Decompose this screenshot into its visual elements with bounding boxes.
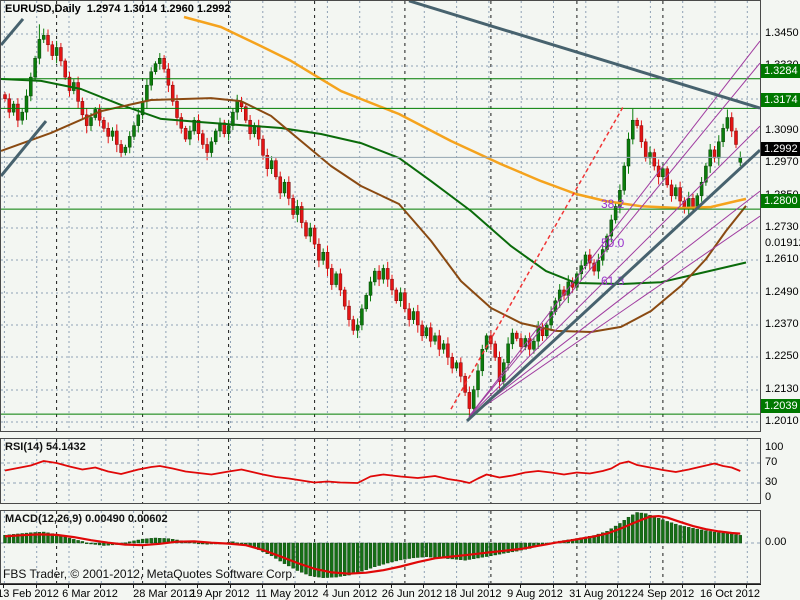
rsi-chart-surface[interactable] [1, 439, 760, 503]
time-axis-tick [681, 585, 683, 588]
current-price-badge: 1.2992 [761, 142, 800, 156]
date-label: 9 Aug 2012 [507, 588, 563, 600]
time-axis-tick [164, 585, 166, 588]
time-axis[interactable]: 13 Feb 2012 6 Mar 2012 28 Mar 2012 19 Apr 2… [0, 584, 761, 600]
date-label: 24 Sep 2012 [631, 588, 695, 600]
date-label: 4 Jun 2012 [322, 588, 378, 600]
time-axis-tick [649, 585, 651, 588]
panel-divider-1[interactable] [0, 432, 761, 438]
time-axis-tick [520, 585, 522, 588]
fibo-label-50.0: 50.0 [601, 236, 625, 250]
left-lower-segment [1, 120, 48, 177]
level-badge-1.2039: 1.2039 [761, 399, 800, 413]
descending-trendline [408, 1, 760, 110]
red-dashed-trendline [450, 106, 624, 410]
price-label-1.2250: 1.2250 [765, 350, 799, 362]
rsi-axis-label-100: 100 [765, 441, 784, 453]
price-label-1.2970: 1.2970 [765, 156, 799, 168]
price-label-1.2130: 1.2130 [765, 383, 799, 395]
macd-chart-surface[interactable] [1, 511, 760, 583]
date-label: 6 Mar 2012 [62, 588, 118, 600]
time-axis-tick [487, 585, 489, 588]
price-label-1.3090: 1.3090 [765, 124, 799, 136]
main-chart-panel[interactable]: 38.2 50.0 61.8 EURUSD,Daily 1.2974 1.3014 1… [0, 0, 761, 432]
ma-slow-orange [183, 15, 747, 210]
time-axis-tick [746, 585, 748, 588]
date-label: 16 Oct 2012 [700, 588, 760, 600]
price-label-1.2010: 1.2010 [765, 415, 799, 427]
time-axis-tick [617, 585, 619, 588]
rsi-label: RSI(14) 54.1432 [5, 441, 86, 453]
ma-fast-brown [1, 97, 747, 333]
time-axis-tick [132, 585, 134, 588]
panel-divider-2[interactable] [0, 504, 761, 510]
candlestick-chart-surface[interactable]: 38.2 50.0 61.8 [1, 1, 760, 431]
time-axis-tick [358, 585, 360, 588]
macd-signal-line [4, 515, 741, 575]
price-axis[interactable]: 1.34501.33301.32101.30901.29701.28501.27… [761, 0, 800, 600]
fibo-label-61.8: 61.8 [601, 274, 625, 288]
date-label: 28 Mar 2012 [133, 588, 195, 600]
rsi-line [4, 460, 741, 484]
time-axis-tick [423, 585, 425, 588]
rsi-axis-label-70: 70 [765, 456, 778, 468]
time-axis-tick [197, 585, 199, 588]
date-label: 31 Aug 2012 [569, 588, 631, 600]
time-axis-tick [326, 585, 328, 588]
date-label: 11 May 2012 [255, 588, 319, 600]
price-label-1.3450: 1.3450 [765, 27, 799, 39]
time-axis-tick [584, 585, 586, 588]
price-label-1.2730: 1.2730 [765, 221, 799, 233]
time-axis-tick [68, 585, 69, 588]
price-label-1.2370: 1.2370 [765, 318, 799, 330]
rsi-axis-label-0: 0 [765, 491, 772, 503]
date-label: 19 Apr 2012 [190, 588, 250, 600]
macd-indicator-panel[interactable]: MACD(12,26,9) 0.00490 0.00602 [0, 510, 761, 584]
symbol-timeframe-label: EURUSD,Daily [5, 3, 81, 15]
rsi-axis-label-30: 30 [765, 476, 778, 488]
price-label-1.2490: 1.2490 [765, 286, 799, 298]
ascending-trendline [465, 149, 760, 423]
time-axis-tick [552, 585, 554, 588]
time-axis-tick [294, 585, 296, 588]
time-axis-tick [391, 585, 392, 588]
macd-axis-label-0.01912: 0.01912 [765, 236, 800, 249]
rsi-indicator-panel[interactable]: RSI(14) 54.1432 [0, 438, 761, 504]
time-axis-tick [455, 585, 457, 588]
time-axis-tick [100, 585, 102, 588]
date-label: 13 Feb 2012 [0, 588, 59, 600]
date-label: 26 Jun 2012 [381, 588, 443, 600]
date-label: 18 Jul 2012 [444, 588, 502, 600]
ma-medium-green [1, 78, 747, 285]
left-upper-segment [1, 17, 25, 47]
time-axis-tick [714, 585, 715, 588]
fibo-label-38.2: 38.2 [601, 197, 625, 211]
time-axis-tick [35, 585, 37, 588]
level-badge-1.3284: 1.3284 [761, 64, 800, 78]
macd-axis-label-0.00: 0.00 [765, 536, 787, 548]
chart-header: EURUSD,Daily 1.2974 1.3014 1.2960 1.2992 [5, 3, 237, 15]
time-axis-tick [261, 585, 263, 588]
level-badge-1.2800: 1.2800 [761, 194, 800, 208]
ohlc-values: 1.2974 1.3014 1.2960 1.2992 [86, 3, 231, 15]
copyright-text: FBS Trader, © 2001-2012, MetaQuotes Soft… [3, 567, 296, 581]
price-label-1.2610: 1.2610 [765, 253, 799, 265]
time-axis-tick [229, 585, 231, 588]
time-axis-tick [3, 585, 5, 588]
level-badge-1.3174: 1.3174 [761, 93, 800, 107]
macd-label: MACD(12,26,9) 0.00490 0.00602 [5, 513, 168, 525]
